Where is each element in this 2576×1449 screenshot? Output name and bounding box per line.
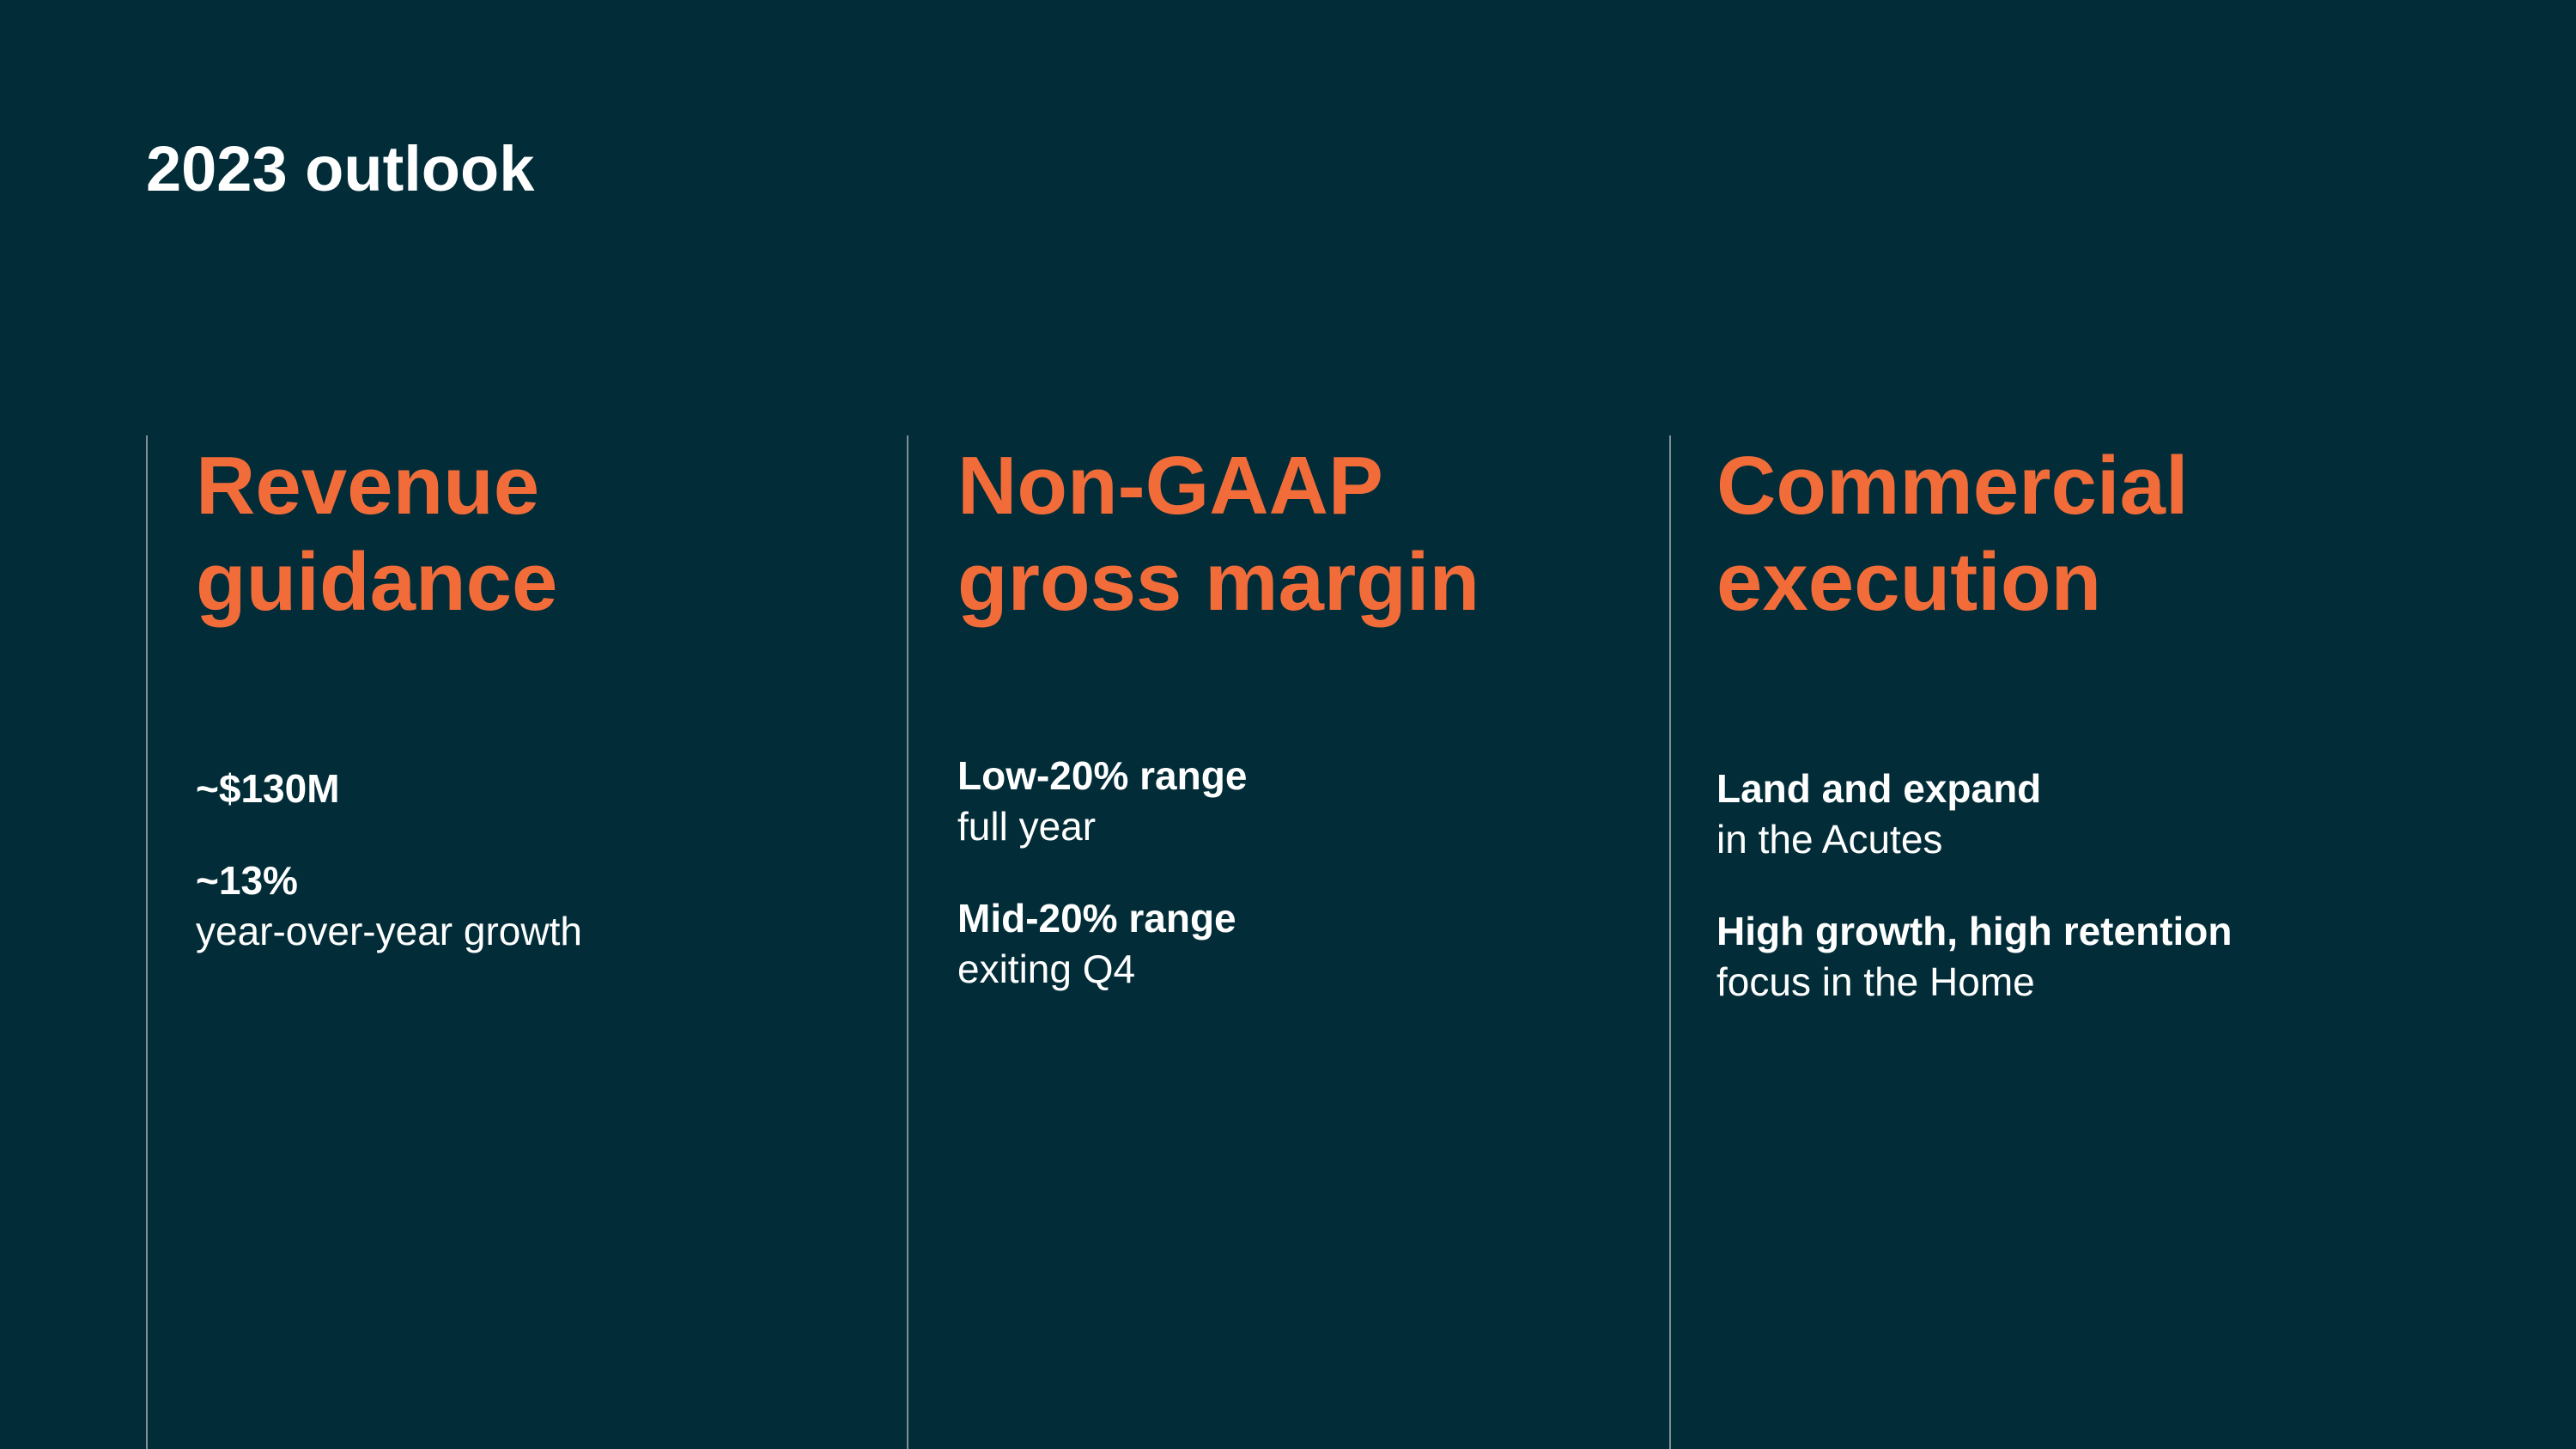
column-body: Land and expand in the Acutes High growth,…	[1716, 764, 2232, 1049]
column-divider	[1669, 435, 1671, 1449]
item-headline: High growth, high retention	[1716, 909, 2233, 953]
outlook-item: High growth, high retention focus in the …	[1716, 906, 2232, 1008]
heading-line: Non-GAAP	[957, 440, 1383, 532]
slide-title: 2023 outlook	[146, 133, 535, 204]
column-heading: Commercial execution	[1716, 438, 2189, 630]
heading-line: guidance	[196, 536, 558, 628]
column-heading: Revenue guidance	[196, 438, 557, 630]
column-body: ~$130M ~13% year-over-year growth	[196, 764, 582, 998]
item-detail: in the Acutes	[1716, 817, 1943, 861]
heading-line: Commercial	[1716, 440, 2189, 532]
item-headline: Low-20% range	[957, 753, 1248, 798]
item-detail: full year	[957, 804, 1097, 849]
outlook-item: ~13% year-over-year growth	[196, 855, 582, 957]
item-headline: ~13%	[196, 858, 298, 903]
item-detail: year-over-year growth	[196, 909, 582, 953]
heading-line: gross margin	[957, 536, 1480, 628]
item-headline: Mid-20% range	[957, 896, 1236, 941]
outlook-item: Land and expand in the Acutes	[1716, 764, 2232, 865]
item-detail: focus in the Home	[1716, 959, 2035, 1004]
item-headline: Land and expand	[1716, 766, 2042, 811]
item-detail: exiting Q4	[957, 947, 1136, 991]
outlook-item: Low-20% range full year	[957, 751, 1247, 852]
heading-line: execution	[1716, 536, 2102, 628]
column-heading: Non-GAAP gross margin	[957, 438, 1479, 630]
column-divider	[907, 435, 908, 1449]
heading-line: Revenue	[196, 440, 540, 532]
column-divider	[146, 435, 148, 1449]
item-headline: ~$130M	[196, 766, 340, 811]
outlook-item: ~$130M	[196, 764, 582, 814]
outlook-item: Mid-20% range exiting Q4	[957, 893, 1247, 995]
column-body: Low-20% range full year Mid-20% range exiti…	[957, 751, 1247, 1036]
